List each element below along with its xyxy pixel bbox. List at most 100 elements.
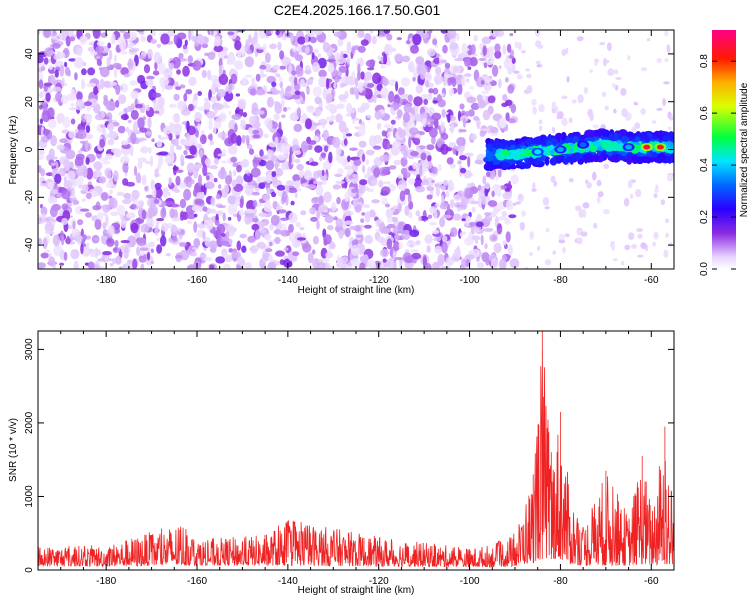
- noise-speckle: [447, 113, 451, 123]
- noise-speckle: [294, 192, 298, 199]
- noise-speckle: [44, 230, 55, 235]
- noise-speckle: [239, 198, 244, 209]
- noise-speckle: [179, 182, 187, 189]
- noise-speckle: [365, 59, 375, 67]
- noise-speckle: [44, 222, 55, 234]
- signal-cell: [526, 161, 532, 169]
- noise-speckle: [129, 47, 140, 52]
- noise-speckle: [105, 100, 115, 111]
- noise-speckle: [120, 114, 129, 121]
- noise-speckle: [460, 167, 467, 174]
- noise-speckle: [402, 171, 411, 179]
- noise-speckle: [261, 155, 270, 160]
- noise-speckle: [200, 185, 206, 193]
- noise-speckle: [312, 136, 320, 142]
- noise-speckle: [177, 100, 187, 111]
- noise-speckle: [486, 171, 491, 178]
- noise-speckle: [469, 221, 477, 227]
- noise-speckle: [270, 214, 280, 226]
- noise-speckle: [183, 188, 192, 201]
- noise-speckle: [337, 168, 344, 175]
- noise-speckle: [311, 197, 319, 204]
- noise-speckle: [385, 210, 394, 216]
- noise-speckle: [235, 109, 240, 114]
- noise-speckle: [404, 249, 410, 253]
- noise-speckle: [86, 242, 90, 250]
- noise-speckle: [197, 123, 201, 132]
- noise-speckle: [357, 124, 366, 137]
- noise-speckle: [155, 220, 159, 227]
- noise-speckle: [338, 120, 347, 133]
- noise-speckle: [364, 224, 372, 229]
- noise-speckle: [203, 101, 211, 111]
- noise-speckle: [114, 68, 118, 79]
- noise-speckle: [351, 188, 358, 193]
- noise-speckle: [370, 30, 374, 34]
- noise-speckle: [138, 55, 146, 60]
- noise-speckle: [425, 80, 430, 88]
- noise-speckle: [156, 218, 165, 222]
- noise-speckle: [380, 186, 391, 196]
- noise-speckle: [197, 91, 202, 96]
- noise-speckle: [321, 169, 325, 176]
- noise-speckle: [580, 231, 588, 237]
- noise-speckle: [141, 174, 147, 186]
- noise-speckle: [478, 58, 487, 61]
- noise-speckle: [453, 248, 461, 260]
- noise-speckle: [267, 261, 277, 269]
- noise-speckle: [504, 218, 511, 225]
- noise-speckle: [113, 170, 119, 183]
- noise-speckle: [398, 242, 403, 250]
- noise-speckle: [234, 60, 244, 70]
- noise-speckle: [358, 81, 364, 93]
- noise-speckle: [621, 261, 625, 266]
- noise-speckle: [415, 84, 423, 94]
- noise-speckle: [116, 204, 126, 217]
- noise-speckle: [147, 48, 153, 60]
- snr-plot-area: [38, 331, 674, 568]
- noise-speckle: [260, 68, 264, 76]
- noise-speckle: [507, 118, 516, 124]
- noise-speckle: [366, 83, 375, 88]
- noise-speckle: [126, 259, 133, 264]
- noise-speckle: [426, 110, 430, 114]
- noise-speckle: [38, 79, 44, 90]
- noise-speckle: [194, 163, 201, 170]
- noise-speckle: [419, 164, 423, 177]
- noise-speckle: [180, 154, 185, 165]
- noise-speckle: [135, 103, 144, 109]
- noise-speckle: [96, 58, 102, 66]
- noise-speckle: [666, 44, 671, 53]
- noise-speckle: [367, 67, 375, 71]
- noise-speckle: [113, 247, 118, 252]
- noise-speckle: [187, 220, 193, 224]
- noise-speckle: [123, 73, 130, 78]
- noise-speckle: [316, 210, 321, 220]
- noise-speckle: [201, 43, 209, 49]
- noise-speckle: [653, 189, 660, 193]
- noise-speckle: [99, 138, 106, 148]
- noise-speckle: [440, 30, 448, 34]
- noise-speckle: [303, 169, 312, 181]
- noise-speckle: [230, 73, 238, 85]
- noise-speckle: [390, 216, 399, 222]
- noise-speckle: [484, 182, 491, 190]
- noise-speckle: [301, 183, 309, 188]
- noise-speckle: [70, 249, 80, 260]
- x-tick-label: -140: [278, 576, 298, 587]
- noise-speckle: [461, 218, 466, 222]
- noise-speckle: [45, 216, 54, 224]
- noise-speckle: [206, 111, 216, 119]
- noise-speckle: [310, 216, 318, 222]
- noise-speckle: [130, 90, 139, 100]
- noise-speckle: [457, 160, 462, 165]
- noise-speckle: [79, 35, 88, 43]
- noise-speckle: [213, 106, 218, 115]
- noise-speckle: [199, 134, 207, 145]
- noise-speckle: [314, 145, 323, 153]
- noise-speckle: [306, 184, 317, 190]
- noise-speckle: [137, 175, 142, 184]
- noise-speckle: [404, 205, 410, 216]
- noise-speckle: [420, 93, 429, 101]
- noise-speckle: [94, 219, 102, 230]
